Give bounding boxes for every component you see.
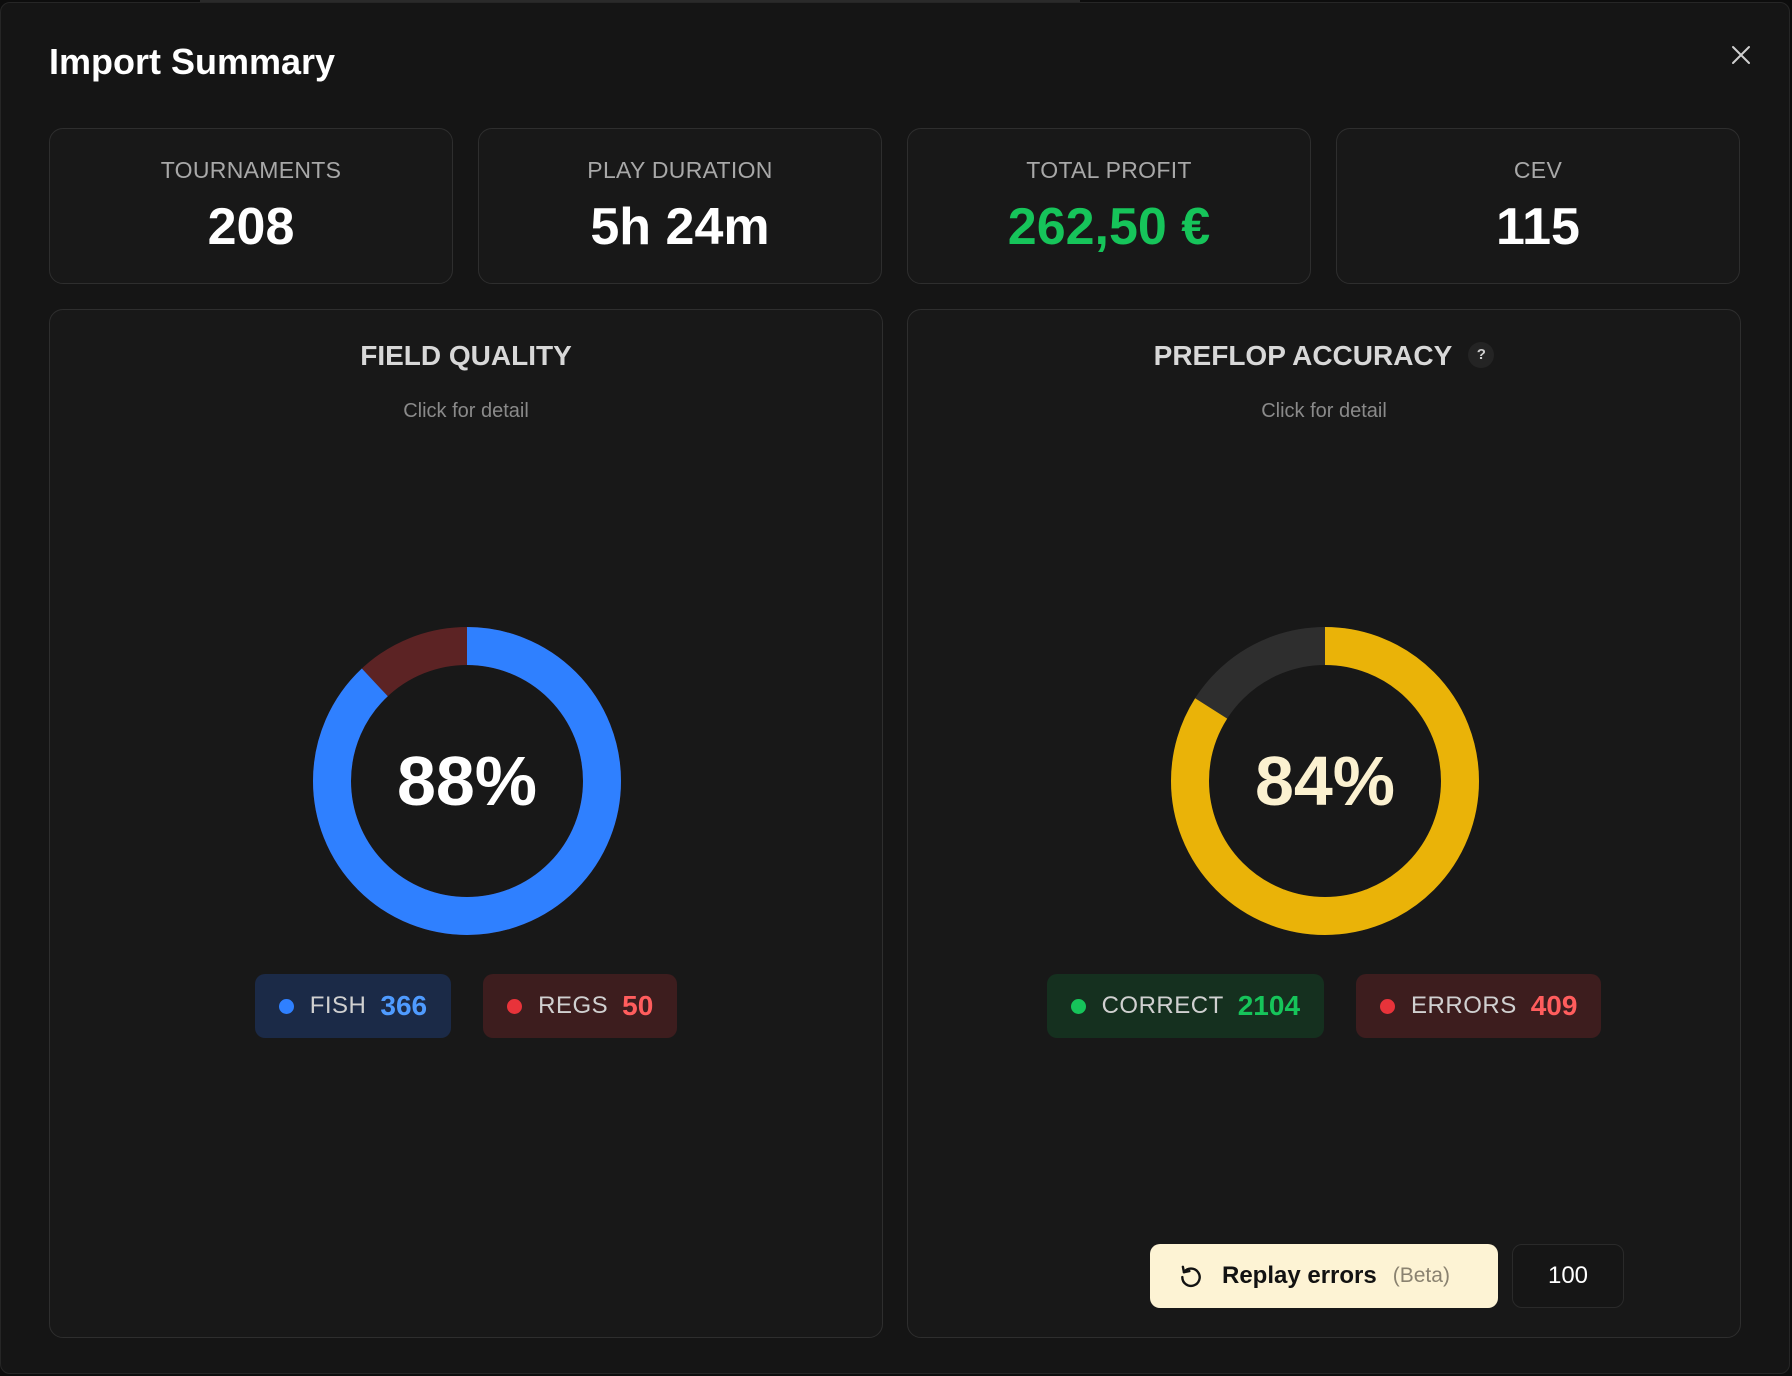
modal-title: Import Summary: [49, 41, 336, 82]
replay-count-input[interactable]: [1512, 1244, 1624, 1308]
dot-icon: [1070, 998, 1086, 1014]
stat-label: TOURNAMENTS: [160, 157, 342, 183]
panel-title-row: PREFLOP ACCURACY?: [908, 340, 1740, 372]
beta-tag: (Beta): [1392, 1264, 1450, 1287]
stat-value: 262,50 €: [1007, 198, 1211, 256]
stat-label: PLAY DURATION: [587, 157, 773, 183]
pill-value: 409: [1530, 990, 1578, 1021]
pill-label: ERRORS: [1411, 992, 1517, 1019]
preflop-accuracy-panel[interactable]: PREFLOP ACCURACY? Click for detail 84% C…: [907, 309, 1741, 1338]
legend-pill-regs[interactable]: REGS 50: [483, 974, 678, 1038]
panel-title: FIELD QUALITY: [360, 340, 572, 371]
dot-icon: [278, 998, 294, 1014]
panel-title: PREFLOP ACCURACY: [1153, 340, 1453, 371]
field-quality-panel[interactable]: FIELD QUALITY Click for detail 88% FISH …: [49, 309, 883, 1338]
click-for-detail-hint: Click for detail: [1261, 400, 1387, 422]
donut-percent: 84%: [1254, 742, 1396, 820]
donut-main-segment: [1171, 627, 1479, 935]
stat-card-tournaments: TOURNAMENTS 208: [49, 128, 453, 284]
donut-chart: [1171, 627, 1479, 935]
donut-chart: [313, 627, 621, 935]
replay-errors-button[interactable]: Replay errors (Beta): [1150, 1244, 1498, 1308]
stat-card-play-duration: PLAY DURATION 5h 24m: [478, 128, 882, 284]
legend-pill-fish[interactable]: FISH 366: [254, 974, 452, 1038]
pill-label: FISH: [309, 992, 367, 1019]
field-quality-donut[interactable]: 88%: [312, 626, 622, 936]
stat-label: TOTAL PROFIT: [1026, 157, 1192, 183]
backdrop-edge: [200, 0, 1080, 2]
stat-card-total-profit: TOTAL PROFIT 262,50 €: [907, 128, 1311, 284]
pill-value: 2104: [1237, 990, 1301, 1021]
legend-row: FISH 366 REGS 50: [50, 974, 882, 1038]
pill-value: 366: [380, 990, 428, 1021]
donut-percent: 88%: [396, 742, 538, 820]
stat-value: 5h 24m: [590, 198, 770, 256]
legend-row: CORRECT 2104 ERRORS 409: [908, 974, 1740, 1038]
pill-label: CORRECT: [1101, 992, 1224, 1019]
replay-icon: [1181, 1265, 1201, 1288]
stat-value: 115: [1496, 198, 1580, 256]
replay-errors-label: Replay errors: [1222, 1262, 1377, 1289]
dot-icon: [507, 998, 523, 1014]
stat-card-cev: CEV 115: [1336, 128, 1740, 284]
close-button[interactable]: [1723, 37, 1759, 73]
stat-value: 208: [207, 198, 295, 256]
donut-main-segment: [313, 627, 621, 935]
click-for-detail-hint: Click for detail: [403, 400, 529, 422]
question-icon[interactable]: ?: [1468, 341, 1495, 368]
preflop-accuracy-donut[interactable]: 84%: [1170, 626, 1480, 936]
pill-value: 50: [622, 990, 654, 1021]
close-icon: [1732, 46, 1750, 64]
legend-pill-correct[interactable]: CORRECT 2104: [1046, 974, 1325, 1038]
legend-pill-errors[interactable]: ERRORS 409: [1356, 974, 1602, 1038]
dot-icon: [1380, 998, 1396, 1014]
stat-label: CEV: [1513, 157, 1563, 183]
pill-label: REGS: [538, 992, 609, 1019]
